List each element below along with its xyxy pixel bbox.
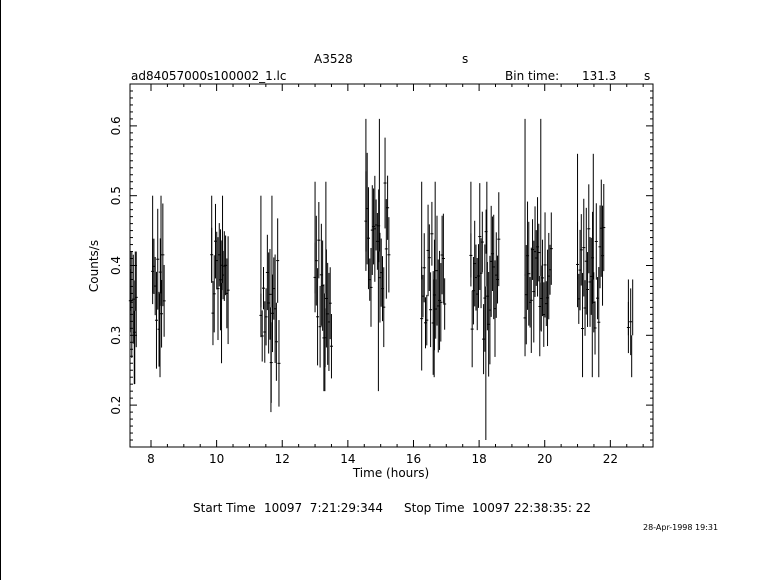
y-tick-label: 0.3 <box>109 326 123 345</box>
plot-timestamp: 28-Apr-1998 19:31 <box>643 523 719 532</box>
x-axis-label: Time (hours) <box>352 466 429 480</box>
y-axis-label: Counts/s <box>87 240 101 292</box>
title-suffix: s <box>462 52 469 66</box>
chart-title: A3528 <box>314 52 353 66</box>
stop-time-label: Stop Time <box>404 501 465 515</box>
start-time-value: 10097 7:21:29:344 <box>264 501 384 515</box>
x-tick-label: 20 <box>537 452 552 466</box>
x-tick-label: 12 <box>275 452 290 466</box>
plot-frame <box>129 83 654 448</box>
y-tick-label: 0.5 <box>109 186 123 205</box>
data-series <box>128 118 634 441</box>
filename-label: ad84057000s100002_1.lc <box>131 69 287 83</box>
x-tick-label: 16 <box>406 452 421 466</box>
x-tick-label: 22 <box>603 452 618 466</box>
x-axis: 8 10 12 14 16 18 20 22 <box>147 84 644 466</box>
window-left-border <box>0 0 1 580</box>
stop-time-value: 10097 22:38:35: 22 <box>472 501 592 515</box>
start-time-label: Start Time <box>193 501 256 515</box>
x-tick-label: 14 <box>340 452 355 466</box>
x-tick-label: 10 <box>209 452 224 466</box>
bin-time-value: 131.3 <box>582 69 617 83</box>
x-tick-label: 8 <box>147 452 155 466</box>
y-tick-label: 0.4 <box>109 256 123 275</box>
y-tick-label: 0.2 <box>109 396 123 415</box>
x-tick-label: 18 <box>471 452 486 466</box>
bin-time-unit: s <box>644 69 651 83</box>
bin-time-label: Bin time: <box>505 69 560 83</box>
y-tick-label: 0.6 <box>109 116 123 135</box>
